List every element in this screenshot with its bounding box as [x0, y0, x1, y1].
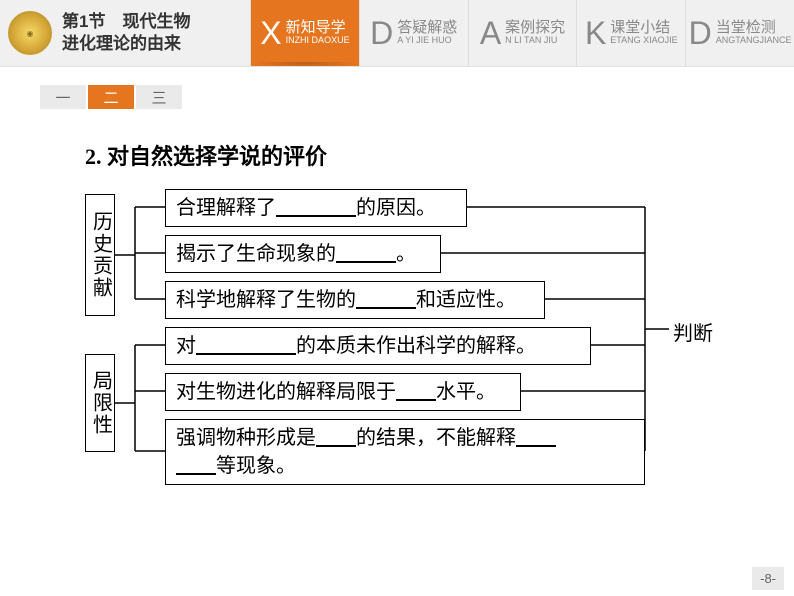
- tab-text: 案例探究N LI TAN JIU: [505, 20, 565, 46]
- logo-icon: ◉: [8, 11, 52, 55]
- blank: [356, 289, 416, 311]
- nav-tab-2[interactable]: A案例探究N LI TAN JIU: [468, 0, 577, 66]
- tab-cn: 案例探究: [505, 20, 565, 37]
- nav-tabs: X新知导学INZHI DAOXUED答疑解惑A YI JIE HUOA案例探究N…: [250, 0, 794, 66]
- tab-cn: 课堂小结: [610, 20, 677, 37]
- tab-text: 答疑解惑A YI JIE HUO: [397, 20, 457, 46]
- item-box-3: 对 的本质未作出科学的解释。: [165, 327, 591, 365]
- blank: [516, 427, 556, 449]
- sub-tab-2[interactable]: 三: [136, 85, 182, 109]
- tab-text: 课堂小结ETANG XIAOJIE: [610, 20, 677, 46]
- nav-tab-1[interactable]: D答疑解惑A YI JIE HUO: [359, 0, 468, 66]
- tab-cn: 答疑解惑: [397, 20, 457, 37]
- lesson-line1: 第1节 现代生物: [62, 11, 190, 33]
- nav-tab-4[interactable]: D当堂检测ANGTANGJIANCE: [685, 0, 794, 66]
- item-box-4: 对生物进化的解释局限于 水平。: [165, 373, 521, 411]
- group-box-limit: 局限性: [85, 354, 115, 452]
- tab-pinyin: N LI TAN JIU: [505, 36, 565, 46]
- tab-letter: A: [480, 15, 501, 52]
- tab-letter: X: [260, 15, 281, 52]
- tab-pinyin: ETANG XIAOJIE: [610, 36, 677, 46]
- group-box-history: 历史贡献: [85, 194, 115, 316]
- blank: [396, 381, 436, 403]
- tab-pinyin: A YI JIE HUO: [397, 36, 457, 46]
- tab-pinyin: INZHI DAOXUE: [286, 36, 350, 46]
- tab-letter: D: [689, 15, 712, 52]
- page-number: -8-: [752, 567, 784, 590]
- header-bar: ◉ 第1节 现代生物 进化理论的由来 X新知导学INZHI DAOXUED答疑解…: [0, 0, 794, 67]
- blank: [276, 197, 356, 219]
- blank: [196, 335, 296, 357]
- blank: [176, 455, 216, 477]
- judge-label: 判断: [673, 317, 713, 346]
- section-title: 2. 对自然选择学说的评价: [85, 139, 754, 171]
- tab-pinyin: ANGTANGJIANCE: [716, 36, 792, 46]
- diagram: 历史贡献局限性 合理解释了 的原因。揭示了生命现象的 。科学地解释了生物的 和适应…: [85, 189, 754, 519]
- blank: [316, 427, 356, 449]
- group-label: 历史贡献: [89, 211, 112, 299]
- tab-cn: 当堂检测: [716, 20, 792, 37]
- item-box-0: 合理解释了 的原因。: [165, 189, 467, 227]
- sub-tab-0[interactable]: 一: [40, 85, 86, 109]
- tab-text: 新知导学INZHI DAOXUE: [286, 20, 350, 46]
- content-area: 2. 对自然选择学说的评价 历史贡献局限性 合理解释了 的原因。揭示了生命现象的 …: [0, 109, 794, 519]
- tab-letter: K: [585, 15, 606, 52]
- sub-tab-1[interactable]: 二: [88, 85, 134, 109]
- title-block: ◉ 第1节 现代生物 进化理论的由来: [0, 0, 250, 66]
- nav-tab-3[interactable]: K课堂小结ETANG XIAOJIE: [576, 0, 685, 66]
- tab-text: 当堂检测ANGTANGJIANCE: [716, 20, 792, 46]
- item-box-1: 揭示了生命现象的 。: [165, 235, 441, 273]
- nav-tab-0[interactable]: X新知导学INZHI DAOXUE: [250, 0, 359, 66]
- tab-letter: D: [370, 15, 393, 52]
- lesson-title: 第1节 现代生物 进化理论的由来: [62, 11, 190, 55]
- sub-tabs: 一二三: [40, 85, 794, 109]
- blank: [336, 243, 396, 265]
- item-box-2: 科学地解释了生物的 和适应性。: [165, 281, 545, 319]
- lesson-line2: 进化理论的由来: [62, 33, 190, 55]
- item-box-5: 强调物种形成是 的结果，不能解释 等现象。: [165, 419, 645, 485]
- tab-cn: 新知导学: [286, 20, 350, 37]
- group-label: 局限性: [89, 370, 112, 436]
